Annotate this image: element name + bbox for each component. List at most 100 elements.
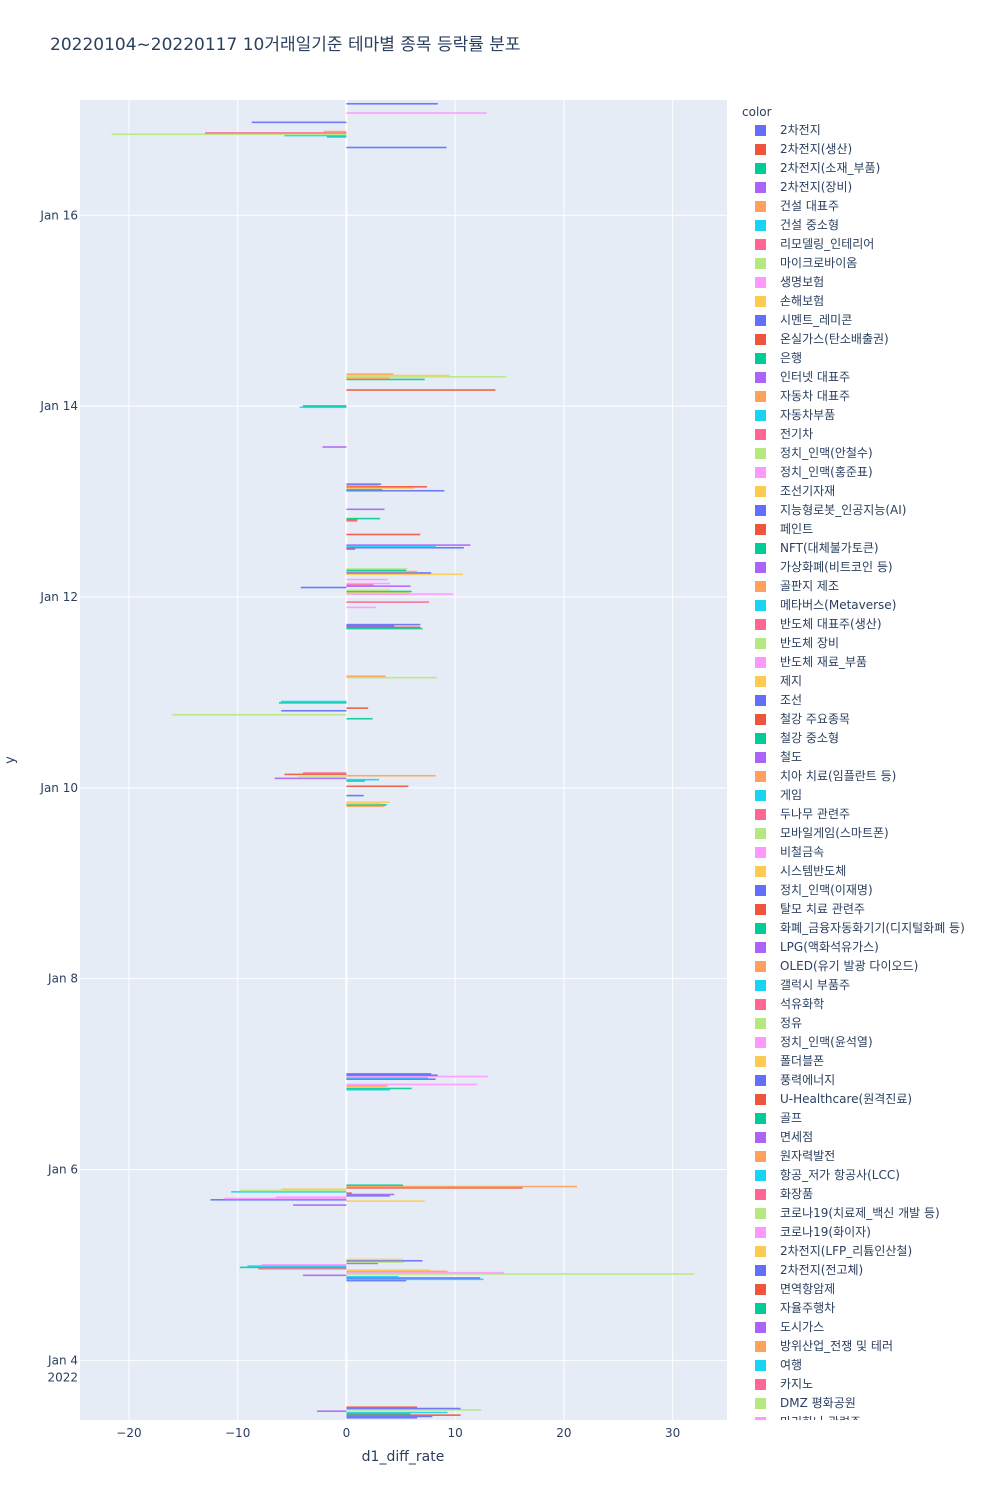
legend-item[interactable]: 방위산업_전쟁 및 테러 <box>742 1337 1000 1356</box>
legend-item[interactable]: 시멘트_레미콘 <box>742 311 1000 330</box>
legend-item[interactable]: 자동차 대표주 <box>742 387 1000 406</box>
legend-item[interactable]: 모바일게임(스마트폰) <box>742 824 1000 843</box>
legend-item[interactable]: 건설 대표주 <box>742 197 1000 216</box>
bar <box>346 1078 436 1080</box>
legend-swatch <box>755 999 766 1010</box>
legend-item[interactable]: 철도 <box>742 748 1000 767</box>
legend-item[interactable]: 반도체 재료_부품 <box>742 653 1000 672</box>
bar <box>346 1086 386 1088</box>
legend-item[interactable]: 골프 <box>742 1109 1000 1128</box>
legend-item[interactable]: 2차전지(장비) <box>742 178 1000 197</box>
legend-swatch <box>755 885 766 896</box>
legend-item[interactable]: 화폐_금융자동화기기(디지털화폐 등) <box>742 919 1000 938</box>
bar <box>346 1077 428 1079</box>
legend-item[interactable]: 인터넷 대표주 <box>742 368 1000 387</box>
legend-item[interactable]: 항공_저가 항공사(LCC) <box>742 1166 1000 1185</box>
legend-item[interactable]: 마리화나 관련주 <box>742 1413 1000 1420</box>
legend-swatch <box>755 923 766 934</box>
legend-item[interactable]: 반도체 대표주(생산) <box>742 615 1000 634</box>
legend-item[interactable]: 화장품 <box>742 1185 1000 1204</box>
legend-swatch <box>755 980 766 991</box>
legend-item[interactable]: 코로나19(치료제_백신 개발 등) <box>742 1204 1000 1223</box>
legend-item[interactable]: 정치_인맥(이재명) <box>742 881 1000 900</box>
legend-label: 원자력발전 <box>780 1149 836 1163</box>
legend-item[interactable]: 2차전지(소재_부품) <box>742 159 1000 178</box>
legend-item[interactable]: 자동차부품 <box>742 406 1000 425</box>
legend-item[interactable]: 골판지 제조 <box>742 577 1000 596</box>
legend-item[interactable]: DMZ 평화공원 <box>742 1394 1000 1413</box>
legend-item[interactable]: 지능형로봇_인공지능(AI) <box>742 501 1000 520</box>
legend-item[interactable]: 손해보험 <box>742 292 1000 311</box>
legend-label: 두나무 관련주 <box>780 807 851 821</box>
legend-item[interactable]: NFT(대체불가토큰) <box>742 539 1000 558</box>
legend-item[interactable]: 석유화학 <box>742 995 1000 1014</box>
legend-item[interactable]: 철강 주요종목 <box>742 710 1000 729</box>
legend-item[interactable]: 리모델링_인테리어 <box>742 235 1000 254</box>
bar <box>346 676 437 679</box>
legend-label: 생명보험 <box>780 275 825 289</box>
legend-item[interactable]: 페인트 <box>742 520 1000 539</box>
bar <box>346 623 421 626</box>
legend-item[interactable]: 정유 <box>742 1014 1000 1033</box>
bar <box>346 1413 411 1415</box>
bar <box>346 548 356 550</box>
legend-item[interactable]: 면세점 <box>742 1128 1000 1147</box>
legend-item[interactable]: 갤럭시 부품주 <box>742 976 1000 995</box>
legend-item[interactable]: 제지 <box>742 672 1000 691</box>
bar <box>346 804 387 806</box>
legend-item[interactable]: 2차전지(전고체) <box>742 1261 1000 1280</box>
legend-item[interactable]: 생명보험 <box>742 273 1000 292</box>
legend-label: 반도체 대표주(생산) <box>780 617 882 631</box>
legend-item[interactable]: 폴더블폰 <box>742 1052 1000 1071</box>
legend-item[interactable]: 비철금속 <box>742 843 1000 862</box>
legend-swatch <box>755 714 766 725</box>
legend-item[interactable]: 건설 중소형 <box>742 216 1000 235</box>
legend-item[interactable]: 원자력발전 <box>742 1147 1000 1166</box>
legend-item[interactable]: 전기차 <box>742 425 1000 444</box>
legend-item[interactable]: 카지노 <box>742 1375 1000 1394</box>
legend-item[interactable]: 자율주행차 <box>742 1299 1000 1318</box>
legend-item[interactable]: 반도체 장비 <box>742 634 1000 653</box>
legend-item[interactable]: 은행 <box>742 349 1000 368</box>
x-tick-label: −20 <box>116 1426 141 1440</box>
legend-item[interactable]: 시스템반도체 <box>742 862 1000 881</box>
bar <box>346 568 408 570</box>
legend-item[interactable]: 치아 치료(임플란트 등) <box>742 767 1000 786</box>
legend-label: 정유 <box>780 1016 803 1030</box>
legend-item[interactable]: 조선기자재 <box>742 482 1000 501</box>
legend-item[interactable]: 여행 <box>742 1356 1000 1375</box>
legend-label: 인터넷 대표주 <box>780 370 851 384</box>
legend-item[interactable]: 가상화폐(비트코인 등) <box>742 558 1000 577</box>
legend-item[interactable]: 조선 <box>742 691 1000 710</box>
legend-item[interactable]: 두나무 관련주 <box>742 805 1000 824</box>
legend-swatch <box>755 524 766 535</box>
legend-item[interactable]: 풍력에너지 <box>742 1071 1000 1090</box>
legend-label: 풍력에너지 <box>780 1073 836 1087</box>
legend-item[interactable]: 코로나19(화이자) <box>742 1223 1000 1242</box>
legend-item[interactable]: LPG(액화석유가스) <box>742 938 1000 957</box>
legend-label: 여행 <box>780 1358 803 1372</box>
legend-item[interactable]: 도시가스 <box>742 1318 1000 1337</box>
legend-label: 카지노 <box>780 1377 814 1391</box>
legend-swatch <box>755 429 766 440</box>
legend-item[interactable]: 정치_인맥(윤석열) <box>742 1033 1000 1052</box>
legend-item[interactable]: 메타버스(Metaverse) <box>742 596 1000 615</box>
legend-item[interactable]: 게임 <box>742 786 1000 805</box>
legend-label: 방위산업_전쟁 및 테러 <box>780 1339 893 1353</box>
bar <box>346 801 390 804</box>
legend-item[interactable]: OLED(유기 발광 다이오드) <box>742 957 1000 976</box>
legend-item[interactable]: 마이크로바이옴 <box>742 254 1000 273</box>
legend-item[interactable]: 정치_인맥(안철수) <box>742 444 1000 463</box>
bar <box>346 508 385 511</box>
legend-item[interactable]: 탈모 치료 관련주 <box>742 900 1000 919</box>
bar <box>346 675 386 678</box>
legend-item[interactable]: 철강 중소형 <box>742 729 1000 748</box>
legend-item[interactable]: 온실가스(탄소배출권) <box>742 330 1000 349</box>
legend-item[interactable]: 2차전지 <box>742 121 1000 140</box>
legend-item[interactable]: 면역항암제 <box>742 1280 1000 1299</box>
legend-item[interactable]: 2차전지(LFP_리튬인산철) <box>742 1242 1000 1261</box>
legend-item[interactable]: 2차전지(생산) <box>742 140 1000 159</box>
legend-item[interactable]: U-Healthcare(원격진료) <box>742 1090 1000 1109</box>
legend-swatch <box>755 942 766 953</box>
legend-item[interactable]: 정치_인맥(홍준표) <box>742 463 1000 482</box>
